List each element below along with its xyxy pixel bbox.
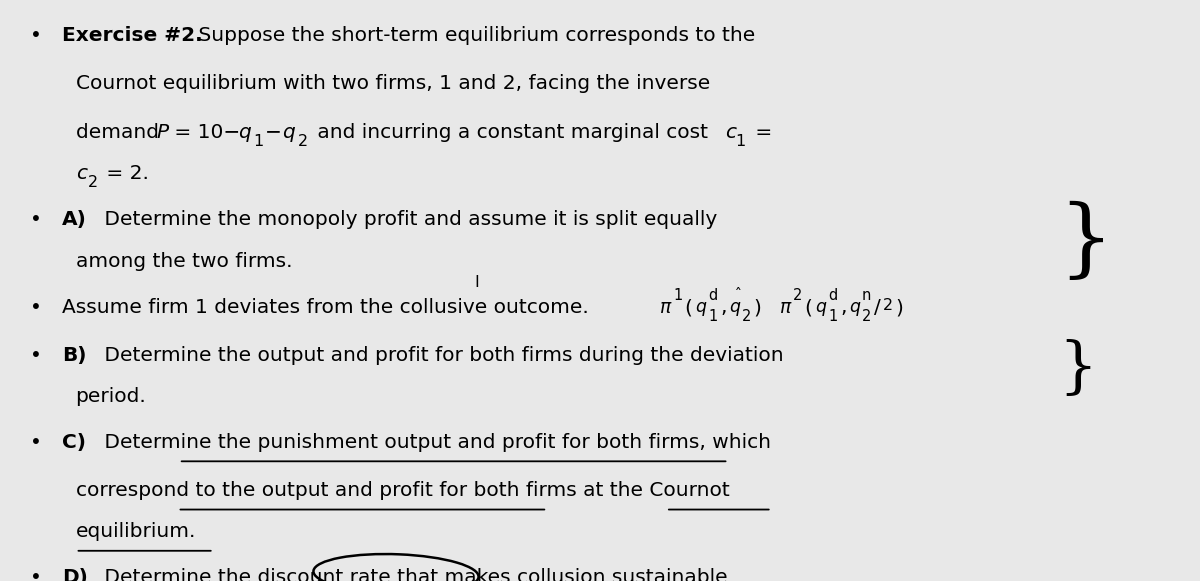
Text: Suppose the short-term equilibrium corresponds to the: Suppose the short-term equilibrium corre… <box>192 26 755 45</box>
Text: B): B) <box>62 346 86 365</box>
Text: 2: 2 <box>742 309 751 324</box>
Text: 2: 2 <box>793 288 803 303</box>
Text: 1: 1 <box>708 309 718 324</box>
Text: (: ( <box>804 298 812 317</box>
Text: •: • <box>30 26 42 45</box>
Text: Determine the output and profit for both firms during the deviation: Determine the output and profit for both… <box>98 346 784 365</box>
Text: q: q <box>850 298 860 316</box>
Text: demand: demand <box>76 123 164 142</box>
Text: ): ) <box>895 298 904 317</box>
Text: = 10−: = 10− <box>168 123 240 142</box>
Text: ): ) <box>754 298 762 317</box>
Text: 2: 2 <box>883 298 893 313</box>
Text: •: • <box>30 210 42 229</box>
Text: ,: , <box>720 298 726 317</box>
Text: and incurring a constant marginal cost: and incurring a constant marginal cost <box>311 123 714 142</box>
Text: Determine the monopoly profit and assume it is split equally: Determine the monopoly profit and assume… <box>98 210 718 229</box>
Text: q: q <box>695 298 706 316</box>
Text: 1: 1 <box>736 134 746 149</box>
Text: = 2.: = 2. <box>100 164 149 183</box>
Text: }: } <box>1058 339 1098 399</box>
Text: (: ( <box>684 298 692 317</box>
Text: equilibrium.: equilibrium. <box>76 522 196 541</box>
Text: d: d <box>828 288 838 303</box>
Text: Cournot equilibrium with two firms, 1 and 2, facing the inverse: Cournot equilibrium with two firms, 1 an… <box>76 74 710 94</box>
Text: }: } <box>1058 201 1114 284</box>
Text: 2: 2 <box>862 309 871 324</box>
Text: q: q <box>730 298 740 316</box>
Text: π: π <box>780 298 791 317</box>
Text: q: q <box>238 123 251 142</box>
Text: 1: 1 <box>828 309 838 324</box>
Text: I: I <box>474 275 479 290</box>
Text: Exercise #2.: Exercise #2. <box>62 26 203 45</box>
Text: 1: 1 <box>253 134 264 149</box>
Text: q: q <box>282 123 295 142</box>
Text: Determine the discount rate that makes collusion sustainable: Determine the discount rate that makes c… <box>98 568 728 581</box>
Text: •: • <box>30 433 42 452</box>
Text: c: c <box>76 164 86 183</box>
Text: A): A) <box>62 210 88 229</box>
Text: Determine the punishment output and profit for both firms, which: Determine the punishment output and prof… <box>98 433 772 452</box>
Text: period.: period. <box>76 387 146 406</box>
Text: q: q <box>815 298 826 316</box>
Text: d: d <box>708 288 718 303</box>
Text: π: π <box>660 298 671 317</box>
Text: •: • <box>30 298 42 317</box>
Text: −: − <box>265 123 282 142</box>
Text: c: c <box>725 123 736 142</box>
Text: •: • <box>30 568 42 581</box>
Text: D): D) <box>62 568 89 581</box>
Text: /: / <box>874 298 881 317</box>
Text: 2: 2 <box>298 134 307 149</box>
Text: Assume firm 1 deviates from the collusive outcome.: Assume firm 1 deviates from the collusiv… <box>62 298 589 317</box>
Text: correspond to the output and profit for both firms at the Cournot: correspond to the output and profit for … <box>76 481 730 500</box>
Text: •: • <box>30 346 42 365</box>
Text: C): C) <box>62 433 86 452</box>
Text: 2: 2 <box>88 175 97 191</box>
Text: n: n <box>862 288 871 303</box>
Text: among the two firms.: among the two firms. <box>76 252 292 271</box>
Text: =: = <box>749 123 772 142</box>
Text: 1: 1 <box>673 288 683 303</box>
Text: P: P <box>156 123 168 142</box>
Text: ,: , <box>840 298 846 317</box>
